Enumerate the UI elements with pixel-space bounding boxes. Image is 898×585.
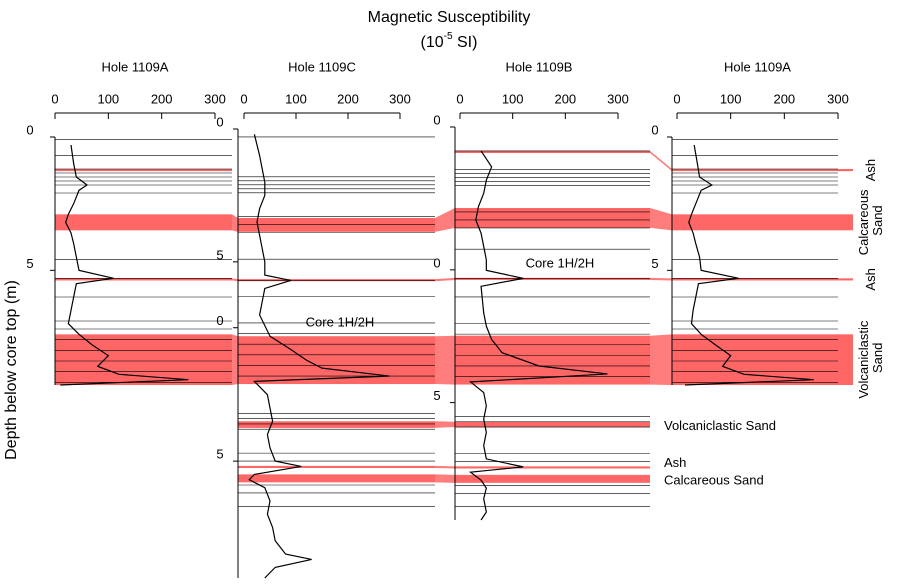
y-tick-label: 0	[216, 313, 223, 328]
band	[238, 336, 435, 385]
layer-label: Ash	[863, 159, 878, 181]
band	[672, 214, 853, 231]
x-tick-label: 200	[337, 91, 359, 106]
susceptibility-curve	[685, 144, 814, 386]
layer-label: Calcareous Sand	[856, 189, 885, 255]
y-tick-label: 5	[216, 447, 223, 462]
y-tick-label: 0	[433, 112, 440, 127]
band-connector	[435, 474, 455, 483]
band-connector	[435, 277, 455, 282]
unit-exp: -5	[444, 31, 453, 42]
annotation: Core 1H/2H	[306, 314, 375, 329]
x-tick-label: 200	[773, 91, 795, 106]
band-connector	[232, 214, 238, 232]
band	[55, 214, 232, 231]
band	[238, 421, 435, 428]
y-tick-label: 5	[433, 388, 440, 403]
x-tick-label: 0	[456, 91, 463, 106]
band-connector	[650, 277, 672, 281]
y-tick-label: 0	[651, 122, 658, 137]
band-connector	[232, 278, 238, 282]
x-tick-label: 100	[285, 91, 307, 106]
band	[55, 278, 232, 281]
band	[55, 334, 232, 385]
layer-label: Ash	[664, 455, 686, 470]
band	[455, 277, 650, 280]
band	[672, 169, 853, 172]
band	[455, 466, 650, 469]
panel-title: Hole 1109B	[506, 59, 573, 74]
x-tick-label: 100	[502, 91, 524, 106]
x-tick-label: 0	[673, 91, 680, 106]
x-tick-label: 100	[720, 91, 742, 106]
x-tick-label: 200	[151, 91, 173, 106]
susceptibility-curve	[60, 144, 189, 386]
x-tick-label: 300	[204, 91, 226, 106]
band	[238, 465, 435, 469]
band-connector	[435, 335, 455, 385]
layer-label: Calcareous Sand	[664, 472, 764, 487]
unit-base: (10	[421, 34, 444, 51]
susceptibility-curve	[248, 134, 390, 579]
x-tick-label: 300	[827, 91, 849, 106]
y-tick-label: 5	[26, 256, 33, 271]
y-tick-label: 5	[216, 247, 223, 262]
band	[672, 334, 853, 385]
title: Magnetic Susceptibility	[368, 9, 531, 26]
y-label: Depth below core top (m)	[3, 280, 20, 460]
panel-title: Hole 1109A	[102, 59, 169, 74]
x-tick-label: 200	[554, 91, 576, 106]
layer-label: Ash	[863, 268, 878, 290]
band-connector	[435, 465, 455, 469]
band	[455, 150, 650, 154]
band-connector	[232, 334, 238, 385]
panel-title: Hole 1109C	[288, 59, 356, 74]
y-tick-label: 0	[216, 114, 223, 129]
y-tick-label: 0	[26, 122, 33, 137]
y-tick-label: 5	[651, 256, 658, 271]
unit-tail: SI)	[453, 34, 478, 51]
band	[455, 421, 650, 428]
x-tick-label: 300	[389, 91, 411, 106]
band-connector	[435, 421, 455, 428]
x-tick-label: 0	[51, 91, 58, 106]
annotation: Core 1H/2H	[526, 255, 595, 270]
band-connector	[435, 207, 455, 232]
band	[238, 474, 435, 483]
layer-label: Volcaniclastic Sand	[664, 418, 776, 433]
x-tick-label: 0	[240, 91, 247, 106]
units: (10-5 SI)	[421, 31, 478, 52]
layer-label: Volcaniclastic Sand	[856, 320, 885, 399]
x-tick-label: 100	[97, 91, 119, 106]
band	[455, 207, 650, 228]
band	[55, 169, 232, 172]
susceptibility-curve	[468, 150, 608, 521]
panel-title: Hole 1109A	[724, 59, 791, 74]
band	[455, 474, 650, 483]
y-tick-label: 0	[433, 255, 440, 270]
band-connector	[650, 207, 672, 231]
x-tick-label: 300	[607, 91, 629, 106]
band	[672, 278, 853, 281]
band-connector	[650, 334, 672, 385]
band-connector	[650, 150, 672, 172]
